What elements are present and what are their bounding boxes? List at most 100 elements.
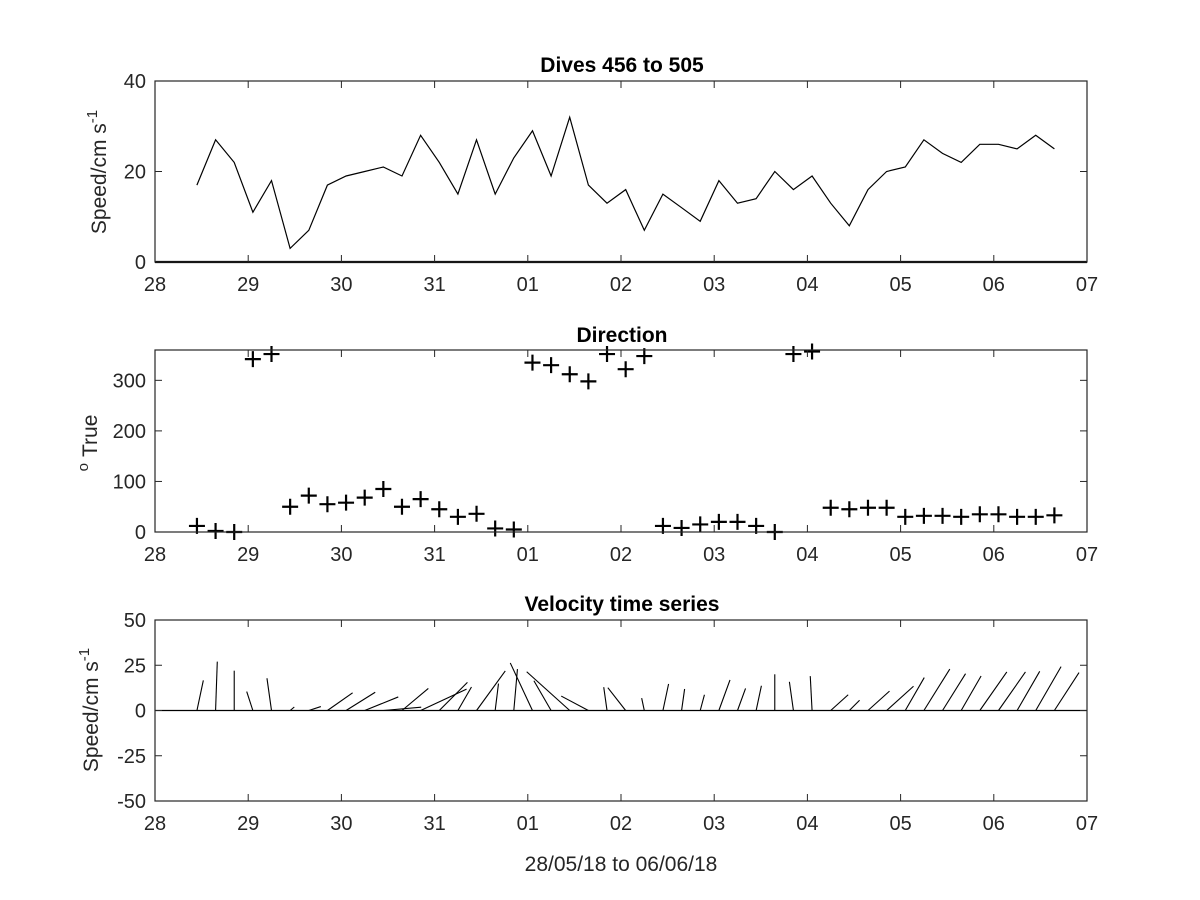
- velocity-stick: [681, 688, 686, 711]
- x-tick-label: 03: [703, 544, 725, 566]
- x-tick-label: 04: [796, 813, 818, 835]
- direction-marker: [487, 520, 504, 537]
- x-tick-label: 31: [423, 544, 445, 566]
- direction-marker: [505, 521, 522, 538]
- velocity-stick: [1053, 672, 1080, 711]
- direction-marker: [207, 522, 224, 539]
- velocity-stick: [364, 696, 399, 712]
- direction-marker: [1009, 508, 1026, 525]
- velocity-stick: [788, 681, 794, 711]
- velocity-stick: [215, 661, 218, 711]
- velocity-stick: [607, 687, 627, 711]
- x-tick-label: 04: [796, 544, 818, 566]
- x-tick-label: 01: [517, 274, 539, 296]
- velocity-stick: [266, 678, 273, 711]
- velocity-stick: [809, 676, 813, 711]
- direction-marker: [729, 513, 746, 530]
- direction-marker: [897, 508, 914, 525]
- x-tick-label: 01: [517, 813, 539, 835]
- velocity-stick: [699, 694, 705, 711]
- direction-panel-title: Direction: [576, 324, 667, 347]
- x-tick-label: 28: [144, 813, 166, 835]
- direction-marker: [654, 517, 671, 534]
- velocity-stick: [509, 662, 533, 711]
- direction-marker: [953, 508, 970, 525]
- direction-marker: [1046, 507, 1063, 524]
- speed-panel-title: Dives 456 to 505: [540, 54, 704, 77]
- speed-panel-ylabel-superscript: -1: [84, 110, 101, 123]
- direction-marker: [841, 501, 858, 518]
- y-tick-label: 0: [135, 522, 146, 544]
- y-tick-label: 50: [124, 610, 146, 632]
- velocity-stick: [998, 671, 1026, 711]
- y-tick-label: 100: [113, 471, 146, 493]
- direction-marker: [524, 354, 541, 371]
- direction-marker: [804, 343, 821, 360]
- velocity-stick: [1016, 671, 1041, 711]
- velocity-stick: [438, 681, 468, 711]
- y-tick-label: 200: [113, 421, 146, 443]
- x-tick-label: 29: [237, 813, 259, 835]
- x-tick-label: 29: [237, 274, 259, 296]
- direction-marker: [822, 499, 839, 516]
- velocity-panel-title: Velocity time series: [525, 593, 720, 616]
- x-tick-label: 31: [423, 274, 445, 296]
- y-tick-label: 300: [113, 370, 146, 392]
- x-tick-label: 29: [237, 544, 259, 566]
- direction-marker: [244, 351, 261, 368]
- x-tick-label: 07: [1076, 813, 1098, 835]
- direction-marker: [673, 519, 690, 536]
- direction-marker: [748, 517, 765, 534]
- direction-marker: [1027, 508, 1044, 525]
- direction-marker: [449, 508, 466, 525]
- direction-panel-ylabel-text: True: [79, 415, 102, 457]
- direction-marker: [915, 507, 932, 524]
- direction-marker: [338, 494, 355, 511]
- velocity-stick: [904, 677, 925, 711]
- direction-panel-ylabel-superscript: o: [75, 463, 92, 471]
- velocity-stick: [923, 668, 951, 711]
- y-tick-label: -50: [117, 791, 146, 813]
- x-tick-label: 30: [330, 544, 352, 566]
- direction-panel-ylabel: o True: [75, 415, 102, 472]
- velocity-stick: [736, 688, 747, 711]
- y-tick-label: 40: [124, 71, 146, 93]
- x-tick-label: 07: [1076, 544, 1098, 566]
- velocity-stick: [494, 683, 500, 711]
- velocity-stick: [979, 671, 1008, 711]
- direction-marker: [412, 491, 429, 508]
- x-tick-label: 31: [423, 813, 445, 835]
- velocity-stick: [383, 706, 422, 712]
- direction-marker: [859, 499, 876, 516]
- direction-marker: [990, 506, 1007, 523]
- x-tick-label: 05: [889, 544, 911, 566]
- velocity-stick: [1035, 666, 1062, 711]
- velocity-stick: [960, 675, 982, 711]
- velocity-stick: [476, 670, 506, 711]
- velocity-stick: [327, 692, 353, 711]
- velocity-panel-ylabel-text: Speed/cm s: [80, 661, 103, 772]
- x-tick-label: 07: [1076, 274, 1098, 296]
- direction-marker: [636, 348, 653, 365]
- velocity-stick: [289, 706, 295, 711]
- direction-panel: Direction 28 29 30 31 01 02 03 04 05 06 07 0 100 200 3…: [75, 324, 1098, 566]
- direction-marker: [971, 506, 988, 523]
- velocity-panel-xlabel: 28/05/18 to 06/06/18: [525, 853, 718, 876]
- direction-marker: [599, 346, 616, 363]
- x-tick-label: 30: [330, 274, 352, 296]
- y-tick-label: -25: [117, 746, 146, 768]
- x-tick-label: 03: [703, 813, 725, 835]
- speed-panel-ylabel: Speed/cm s-1: [84, 110, 111, 234]
- direction-marker: [710, 513, 727, 530]
- x-tick-label: 05: [889, 813, 911, 835]
- direction-marker: [580, 373, 597, 390]
- velocity-panel: Velocity time series 28 29 30 31 01 02 03 04 05 0…: [76, 593, 1098, 876]
- x-tick-label: 28: [144, 274, 166, 296]
- speed-panel: Dives 456 to 505 28 29 30 31 01 02 03 04 05 06 07 0…: [84, 54, 1098, 296]
- velocity-stick: [662, 683, 670, 711]
- direction-marker: [300, 487, 317, 504]
- x-tick-label: 06: [983, 274, 1005, 296]
- velocity-stick: [942, 673, 967, 711]
- direction-marker: [393, 498, 410, 515]
